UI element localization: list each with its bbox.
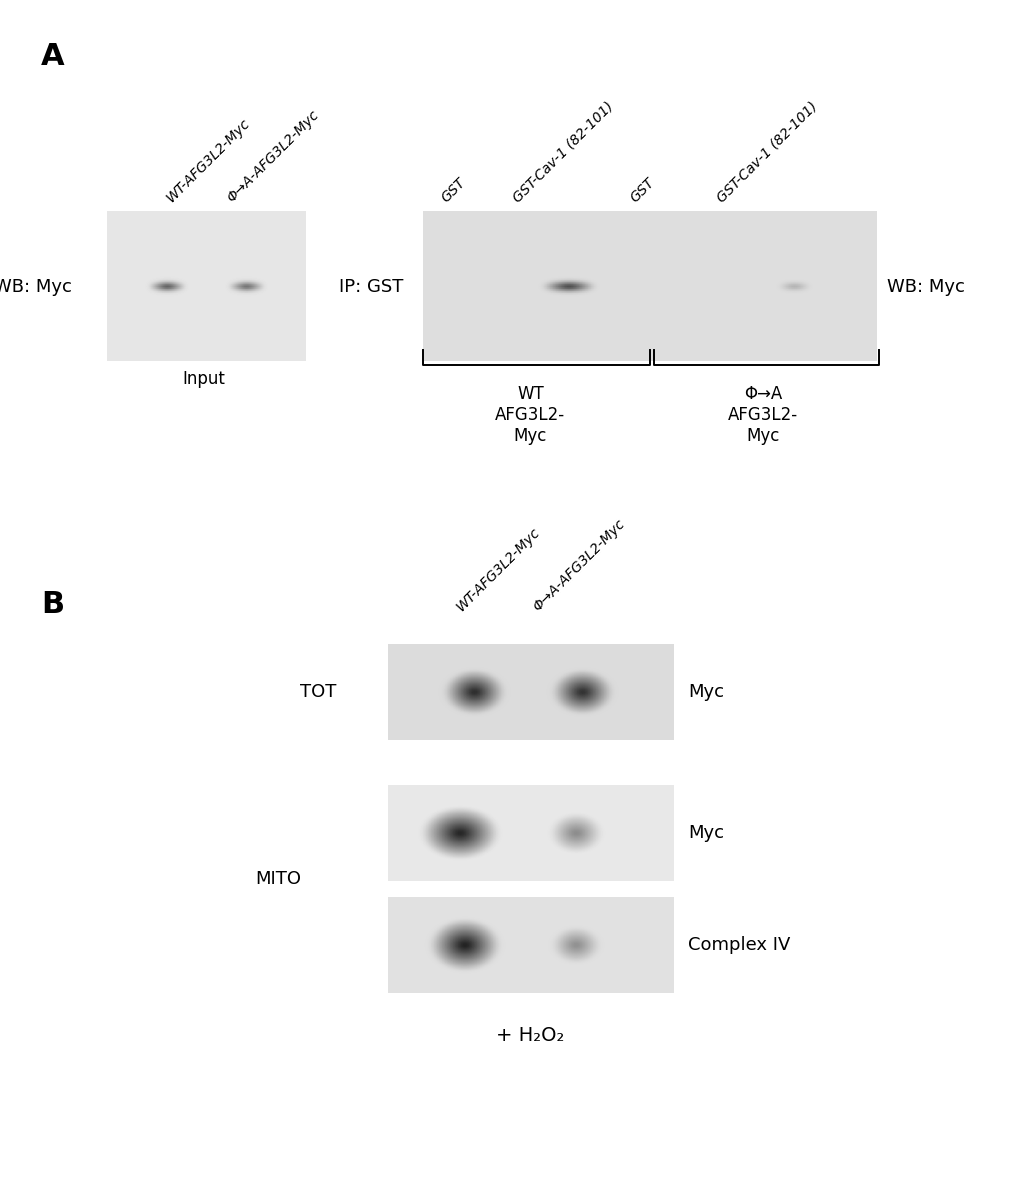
Text: WB: Myc: WB: Myc (0, 278, 71, 295)
Text: + H₂O₂: + H₂O₂ (495, 1026, 565, 1045)
Text: MITO: MITO (255, 870, 301, 887)
Text: IP: GST: IP: GST (338, 278, 403, 295)
Text: GST: GST (627, 175, 656, 205)
Text: Φ→A-AFG3L2-Myc: Φ→A-AFG3L2-Myc (224, 107, 322, 205)
Text: Input: Input (182, 370, 225, 388)
Text: GST-Cav-1 (82-101): GST-Cav-1 (82-101) (713, 99, 819, 205)
Text: WT
AFG3L2-
Myc: WT AFG3L2- Myc (495, 385, 565, 445)
Text: B: B (41, 590, 64, 619)
Text: WB: Myc: WB: Myc (887, 278, 964, 295)
Text: Complex IV: Complex IV (688, 937, 790, 954)
Text: Myc: Myc (688, 684, 723, 701)
Text: WT-AFG3L2-Myc: WT-AFG3L2-Myc (453, 525, 543, 614)
Text: Φ→A
AFG3L2-
Myc: Φ→A AFG3L2- Myc (728, 385, 797, 445)
Text: Myc: Myc (688, 825, 723, 842)
Text: GST-Cav-1 (82-101): GST-Cav-1 (82-101) (510, 99, 615, 205)
Text: A: A (41, 42, 64, 71)
Text: GST: GST (438, 175, 468, 205)
Text: WT-AFG3L2-Myc: WT-AFG3L2-Myc (163, 116, 253, 205)
Text: TOT: TOT (300, 684, 336, 701)
Text: Φ→A-AFG3L2-Myc: Φ→A-AFG3L2-Myc (530, 517, 628, 614)
